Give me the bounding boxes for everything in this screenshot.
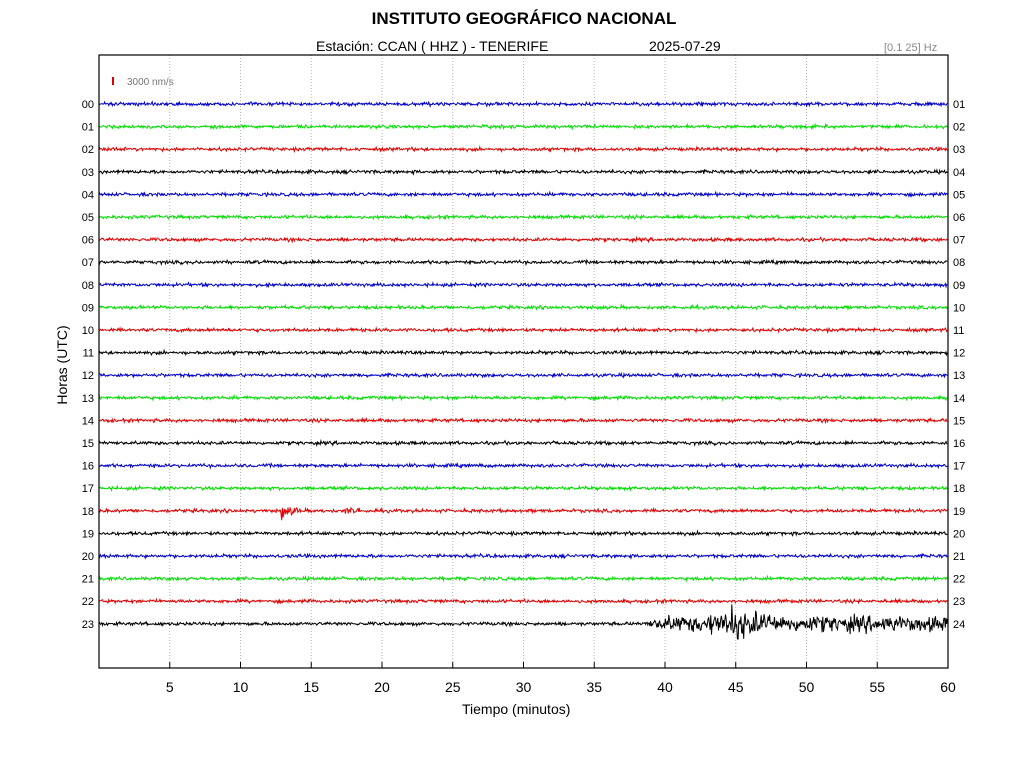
x-tick-label: 55	[869, 679, 885, 695]
trace-hour-21	[98, 574, 948, 583]
y-tick-label-right: 07	[953, 235, 965, 247]
y-tick-label-right: 09	[953, 280, 965, 292]
y-tick-label-right: 15	[953, 415, 965, 427]
y-tick-label-right: 19	[953, 506, 965, 518]
y-tick-label-left: 04	[82, 189, 94, 201]
trace-hour-10	[98, 326, 948, 334]
trace-hour-16	[98, 461, 948, 470]
y-tick-label-left: 14	[82, 415, 94, 427]
x-tick-label: 60	[940, 679, 956, 695]
trace-hour-19	[98, 529, 948, 538]
trace-hour-04	[98, 190, 948, 199]
trace-hour-07	[98, 258, 948, 267]
station-label: Estación: CCAN ( HHZ ) - TENERIFE	[316, 38, 549, 54]
trace-hour-13	[98, 393, 948, 402]
y-tick-label-left: 20	[82, 551, 94, 563]
y-tick-label-right: 23	[953, 596, 965, 608]
y-axis-ticks: 00 01 02 03 04 05 06 07 08 09 10 11 12 13 14 15 16 17 18 19…	[82, 99, 966, 631]
y-tick-label-right: 18	[953, 483, 965, 495]
x-tick-label: 20	[374, 679, 390, 695]
y-tick-label-right: 12	[953, 348, 965, 360]
x-tick-label: 25	[445, 679, 461, 695]
date-label: 2025-07-29	[649, 38, 721, 54]
chart-title: INSTITUTO GEOGRÁFICO NACIONAL	[371, 9, 677, 28]
y-tick-label-left: 18	[82, 506, 94, 518]
trace-hour-09	[98, 303, 948, 311]
y-tick-label-right: 24	[953, 619, 965, 631]
trace-hour-05	[98, 213, 948, 221]
y-tick-label-left: 23	[82, 619, 94, 631]
y-tick-label-right: 06	[953, 212, 965, 224]
y-tick-label-left: 07	[82, 257, 94, 269]
scale-bar-label: 3000 nm/s	[127, 77, 174, 88]
y-tick-label-right: 02	[953, 122, 965, 134]
y-tick-label-left: 00	[82, 99, 94, 111]
trace-hour-17	[98, 484, 948, 493]
scale-bar: 3000 nm/s	[112, 77, 174, 88]
trace-hour-01	[98, 122, 948, 131]
trace-hour-22	[98, 597, 948, 606]
trace-hour-18	[98, 506, 948, 521]
y-tick-label-left: 17	[82, 483, 94, 495]
trace-hour-23	[98, 604, 948, 640]
trace-hour-12	[98, 371, 948, 379]
trace-hour-06	[98, 235, 948, 244]
y-tick-label-right: 04	[953, 167, 965, 179]
y-tick-label-right: 01	[953, 99, 965, 111]
trace-hour-03	[99, 168, 948, 176]
y-tick-label-right: 16	[953, 438, 965, 450]
x-axis-ticks: 5 10 15 20 25 30 35 40 45 50 55 60	[166, 662, 956, 695]
grid-lines	[169, 55, 878, 668]
trace-hour-02	[98, 145, 948, 154]
filter-band-label: [0.1 25] Hz	[884, 42, 938, 54]
y-tick-label-right: 11	[953, 325, 964, 337]
trace-hour-00	[98, 100, 948, 108]
y-tick-label-left: 22	[82, 596, 94, 608]
y-tick-label-left: 10	[82, 325, 94, 337]
x-axis-label: Tiempo (minutos)	[462, 701, 571, 717]
trace-group	[98, 100, 948, 640]
y-tick-label-right: 10	[953, 302, 965, 314]
x-tick-label: 10	[233, 679, 249, 695]
x-tick-label: 15	[303, 679, 319, 695]
y-tick-label-right: 20	[953, 528, 965, 540]
y-tick-label-left: 21	[82, 574, 94, 586]
y-tick-label-right: 13	[953, 370, 965, 382]
x-tick-label: 35	[586, 679, 602, 695]
y-tick-label-left: 01	[82, 122, 94, 134]
trace-hour-14	[98, 416, 948, 425]
y-tick-label-right: 22	[953, 574, 965, 586]
y-tick-label-left: 08	[82, 280, 94, 292]
y-tick-label-right: 14	[953, 393, 965, 405]
y-tick-label-left: 03	[82, 167, 94, 179]
y-tick-label-left: 12	[82, 370, 94, 382]
y-tick-label-right: 17	[953, 461, 965, 473]
y-tick-label-left: 02	[82, 144, 94, 156]
trace-hour-15	[98, 438, 948, 448]
x-tick-label: 30	[516, 679, 532, 695]
x-tick-label: 5	[166, 679, 174, 695]
y-tick-label-left: 05	[82, 212, 94, 224]
x-tick-label: 40	[657, 679, 673, 695]
y-tick-label-left: 16	[82, 461, 94, 473]
y-tick-label-right: 03	[953, 144, 965, 156]
y-tick-label-left: 13	[82, 393, 94, 405]
y-tick-label-right: 21	[953, 551, 965, 563]
x-tick-label: 50	[799, 679, 815, 695]
y-tick-label-left: 11	[83, 348, 94, 360]
y-tick-label-left: 19	[82, 528, 94, 540]
y-tick-label-left: 15	[82, 438, 94, 450]
trace-hour-08	[99, 281, 948, 289]
y-tick-label-left: 06	[82, 235, 94, 247]
y-tick-label-right: 05	[953, 189, 965, 201]
trace-hour-11	[98, 348, 948, 357]
y-tick-label-left: 09	[82, 302, 94, 314]
y-tick-label-right: 08	[953, 257, 965, 269]
x-tick-label: 45	[728, 679, 744, 695]
trace-hour-20	[98, 552, 948, 561]
